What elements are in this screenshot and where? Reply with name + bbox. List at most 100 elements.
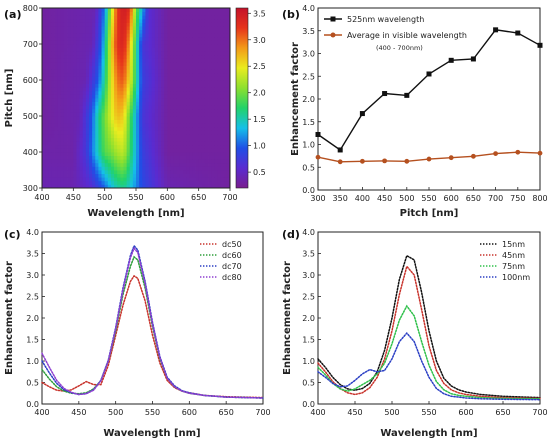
heatmap-cell <box>161 134 165 138</box>
heatmap-cell <box>45 141 49 146</box>
heatmap-cell <box>192 76 196 81</box>
heatmap-cell <box>104 123 109 128</box>
heatmap-cell <box>114 47 118 52</box>
heatmap-cell <box>104 58 109 63</box>
heatmap-cell <box>164 44 168 48</box>
heatmap-cell <box>164 15 168 20</box>
panel-a-y-label: Pitch [nm] <box>4 69 15 128</box>
heatmap-cell <box>204 44 209 48</box>
heatmap-cell <box>57 105 62 110</box>
heatmap-cell <box>114 184 118 188</box>
heatmap-cell <box>151 8 156 12</box>
heatmap-cell <box>54 18 59 23</box>
heatmap-cell <box>151 54 156 59</box>
heatmap-cell <box>129 72 134 77</box>
heatmap-cell <box>204 22 209 27</box>
heatmap-cell <box>148 137 153 142</box>
heatmap-cell <box>204 134 209 138</box>
heatmap-cell <box>110 33 115 38</box>
heatmap-cell <box>60 22 65 27</box>
heatmap-cell <box>110 18 115 23</box>
heatmap-cell <box>208 184 212 188</box>
legend-label-15nm: 15nm <box>502 240 525 249</box>
heatmap-cell <box>79 29 84 34</box>
x-tick-label: 700 <box>222 193 237 202</box>
heatmap-cell <box>201 112 206 117</box>
heatmap-cell <box>114 18 118 23</box>
heatmap-cell <box>142 112 146 117</box>
heatmap-cell <box>154 180 159 185</box>
heatmap-cell <box>101 65 106 70</box>
heatmap-cell <box>208 134 212 138</box>
heatmap-cell <box>45 58 49 63</box>
heatmap-cell <box>189 40 193 45</box>
heatmap-cell <box>110 184 115 188</box>
y-tick-label: 1.5 <box>26 336 39 345</box>
heatmap-cell <box>126 54 131 59</box>
heatmap-cell <box>145 159 149 164</box>
heatmap-cell <box>157 155 162 160</box>
heatmap-cell <box>136 87 140 92</box>
heatmap-cell <box>48 134 52 138</box>
heatmap-cell <box>183 98 187 102</box>
heatmap-cell <box>48 130 52 135</box>
heatmap-cell <box>220 148 225 153</box>
heatmap-cell <box>173 144 178 149</box>
heatmap-cell <box>45 18 49 23</box>
heatmap-cell <box>154 170 159 174</box>
heatmap-cell <box>45 148 49 153</box>
heatmap-cell <box>214 54 218 59</box>
heatmap-cell <box>208 69 212 74</box>
heatmap-cell <box>204 94 209 99</box>
heatmap-cell <box>79 26 84 30</box>
heatmap-cell <box>214 119 218 124</box>
heatmap-cell <box>201 94 206 99</box>
heatmap-cell <box>142 22 146 27</box>
heatmap-cell <box>195 155 200 160</box>
heatmap-cell <box>67 180 71 185</box>
heatmap-cell <box>217 40 221 45</box>
heatmap-cell <box>186 105 190 110</box>
heatmap-cell <box>76 101 80 106</box>
heatmap-cell <box>198 134 203 138</box>
legend-label-average: Average in visible wavelength <box>347 31 467 40</box>
heatmap-cell <box>42 101 46 106</box>
heatmap-cell <box>223 44 228 48</box>
heatmap-cell <box>120 105 124 110</box>
heatmap-cell <box>220 15 225 20</box>
heatmap-cell <box>211 87 215 92</box>
heatmap-cell <box>161 123 165 128</box>
heatmap-cell <box>198 11 203 16</box>
heatmap-cell <box>101 18 106 23</box>
heatmap-cell <box>148 29 153 34</box>
heatmap-cell <box>136 58 140 63</box>
heatmap-cell <box>120 180 124 185</box>
heatmap-cell <box>104 148 109 153</box>
heatmap-cell <box>198 36 203 41</box>
heatmap-cell <box>198 72 203 77</box>
heatmap-cell <box>114 105 118 110</box>
data-point <box>404 92 410 98</box>
heatmap-cell <box>211 40 215 45</box>
heatmap-cell <box>136 94 140 99</box>
heatmap-cell <box>70 155 74 160</box>
heatmap-cell <box>204 51 209 56</box>
heatmap-cell <box>151 123 156 128</box>
heatmap-cell <box>173 54 178 59</box>
heatmap-cell <box>42 62 46 66</box>
heatmap-cell <box>204 76 209 81</box>
heatmap-cell <box>151 166 156 171</box>
heatmap-cell <box>82 90 87 95</box>
heatmap-cell <box>107 29 112 34</box>
heatmap-cell <box>164 170 168 174</box>
heatmap-cell <box>114 54 118 59</box>
heatmap-cell <box>211 80 215 84</box>
heatmap-cell <box>95 162 99 167</box>
heatmap-cell <box>189 126 193 131</box>
heatmap-cell <box>82 162 87 167</box>
heatmap-cell <box>126 123 131 128</box>
heatmap-cell <box>126 162 131 167</box>
heatmap-cell <box>48 166 52 171</box>
heatmap-cell <box>214 83 218 88</box>
heatmap-cell <box>107 54 112 59</box>
